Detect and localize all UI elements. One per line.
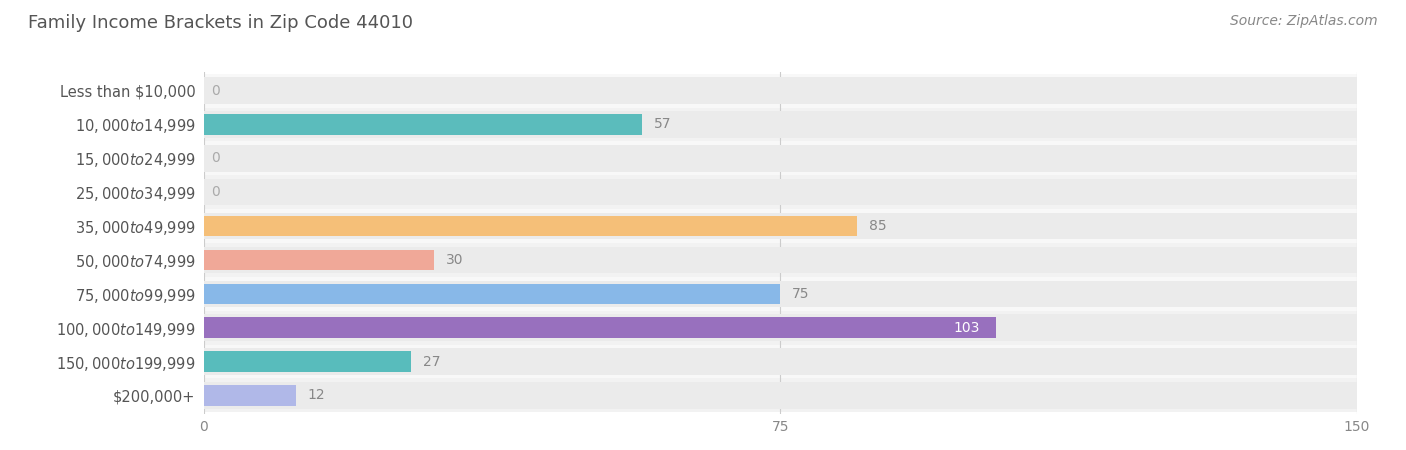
Text: 27: 27 <box>423 355 440 369</box>
Text: Source: ZipAtlas.com: Source: ZipAtlas.com <box>1230 14 1378 27</box>
Bar <box>204 345 1357 378</box>
Text: Family Income Brackets in Zip Code 44010: Family Income Brackets in Zip Code 44010 <box>28 14 413 32</box>
Bar <box>204 209 1357 243</box>
Bar <box>204 216 858 236</box>
Bar <box>204 318 995 338</box>
Bar <box>204 277 1357 310</box>
Bar <box>204 145 1357 171</box>
Bar <box>204 284 780 304</box>
Bar <box>204 382 1357 409</box>
Bar <box>204 315 1357 341</box>
Text: 0: 0 <box>211 151 221 165</box>
Text: 85: 85 <box>869 219 886 233</box>
Text: 0: 0 <box>211 84 221 98</box>
Text: 0: 0 <box>211 185 221 199</box>
Bar <box>204 74 1357 108</box>
Bar <box>204 385 297 405</box>
Bar <box>204 247 1357 273</box>
Bar <box>204 77 1357 104</box>
Bar <box>204 310 1357 345</box>
Text: 57: 57 <box>654 117 671 131</box>
Text: 12: 12 <box>308 388 325 402</box>
Text: 75: 75 <box>792 287 810 301</box>
Bar <box>204 348 1357 375</box>
Bar <box>204 351 412 372</box>
Bar <box>204 250 434 270</box>
Bar <box>204 281 1357 307</box>
Bar <box>204 108 1357 141</box>
Bar <box>204 378 1357 412</box>
Bar <box>204 243 1357 277</box>
Bar <box>204 179 1357 205</box>
Text: 30: 30 <box>446 253 464 267</box>
Bar <box>204 213 1357 239</box>
Bar <box>204 176 1357 209</box>
Bar <box>204 111 1357 138</box>
Bar <box>204 114 643 135</box>
Text: 103: 103 <box>953 321 980 335</box>
Bar <box>204 141 1357 176</box>
